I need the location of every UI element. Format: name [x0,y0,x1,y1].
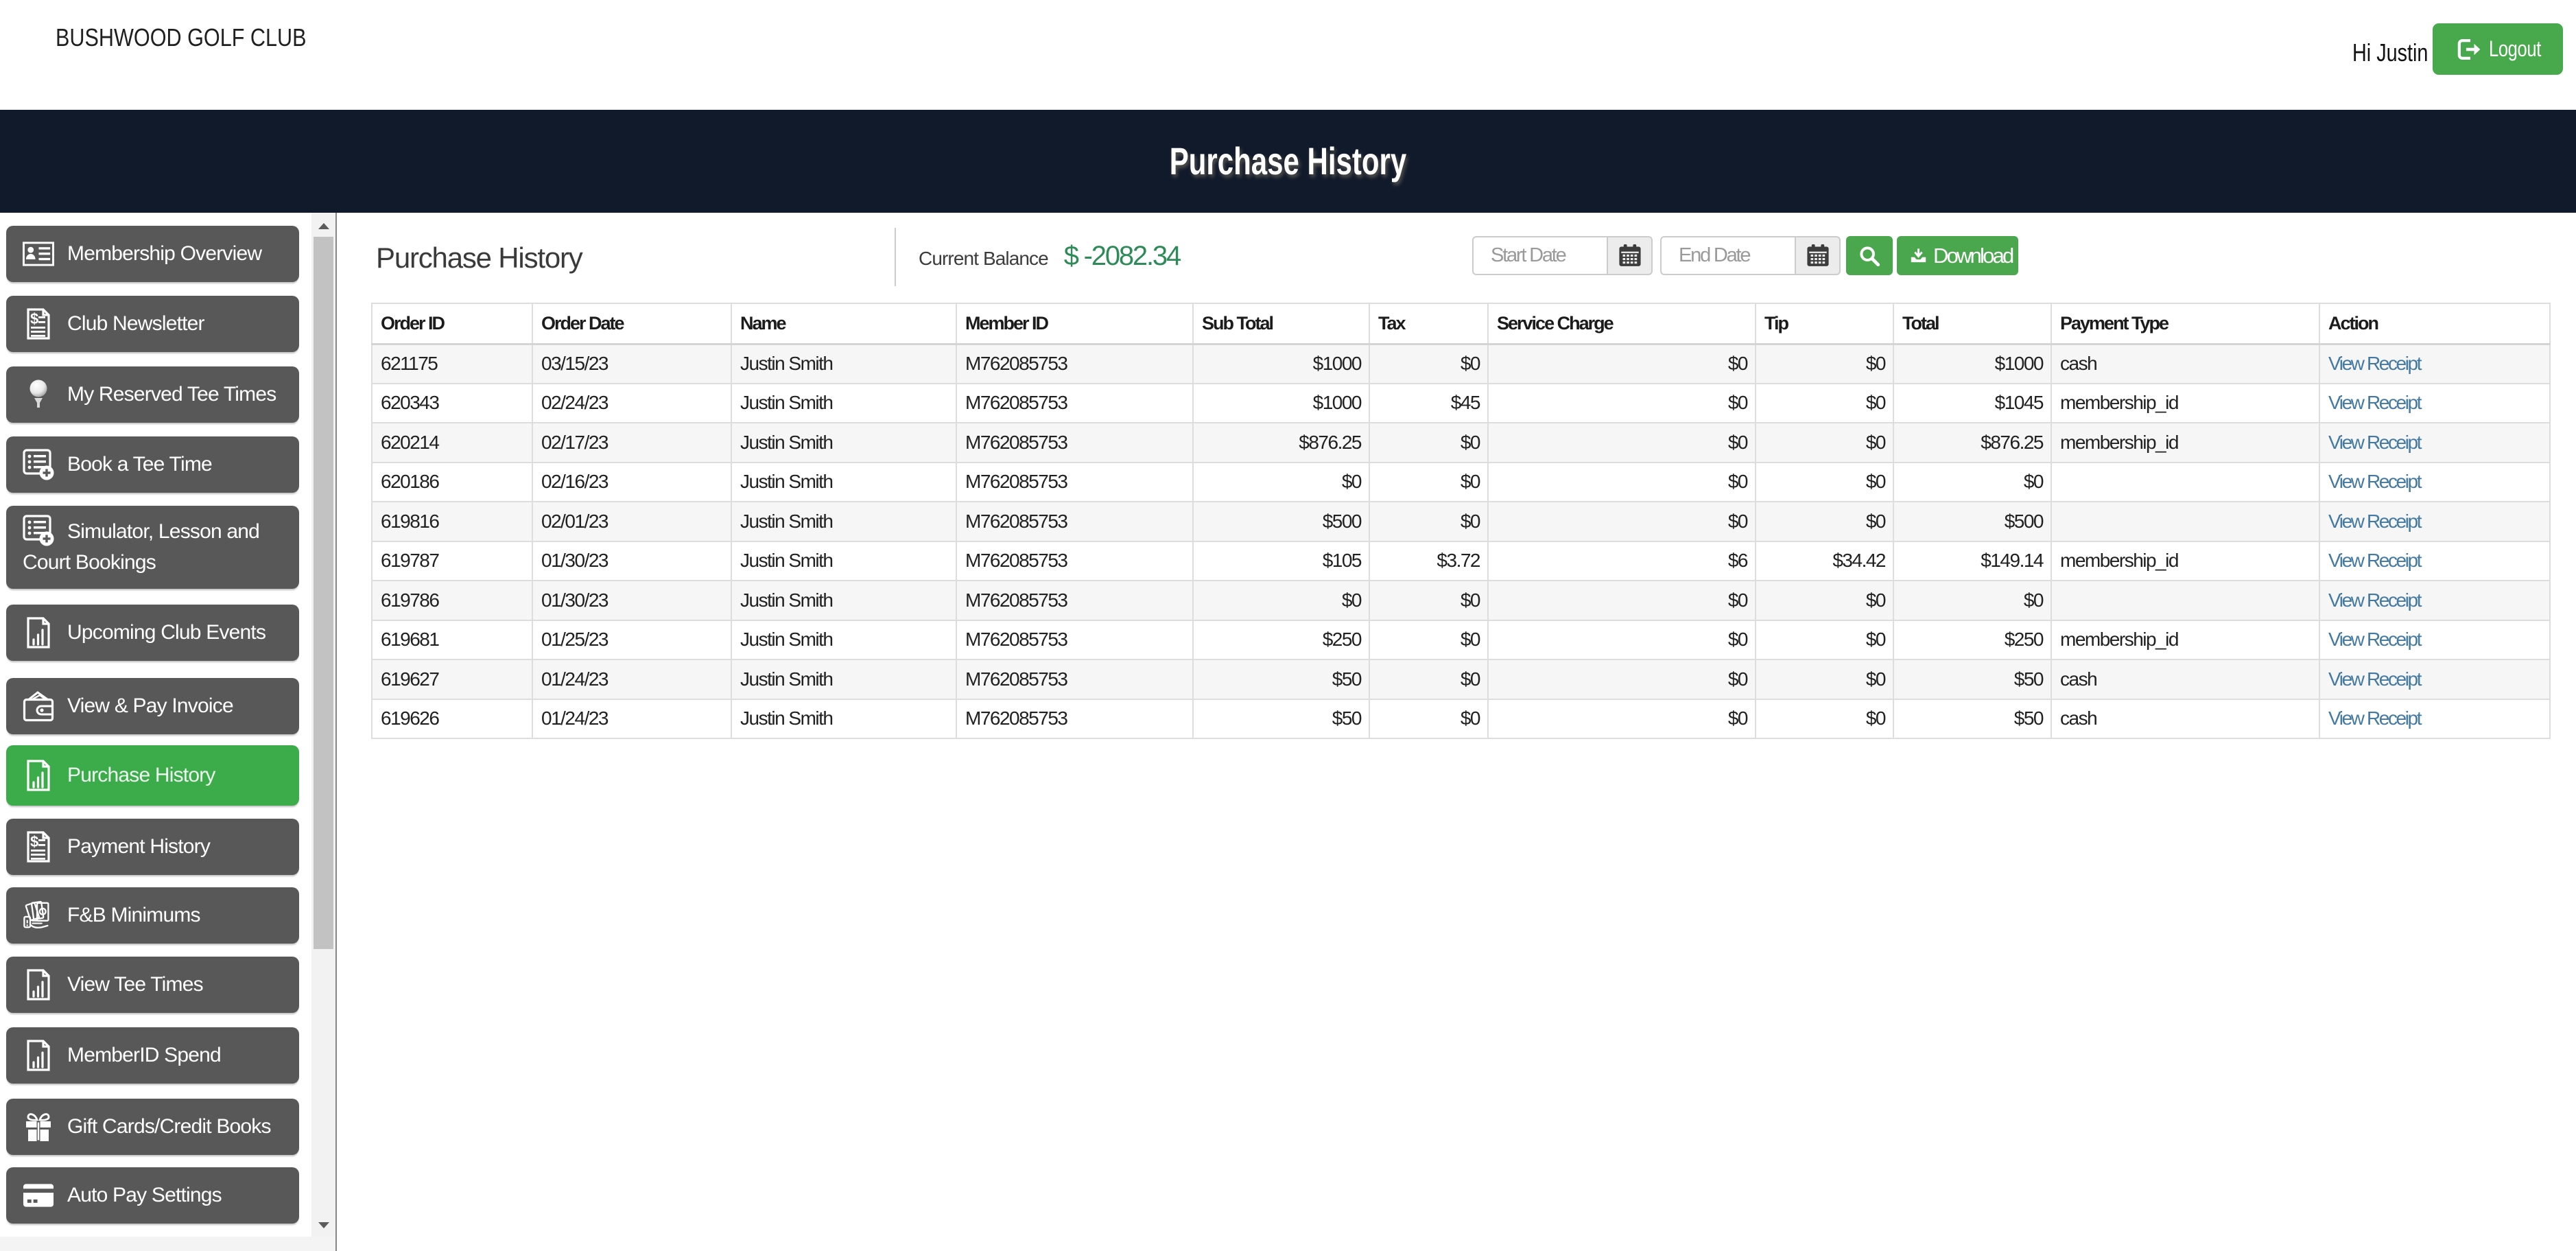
svg-text:$: $ [30,833,38,850]
svg-text:$: $ [30,310,38,327]
